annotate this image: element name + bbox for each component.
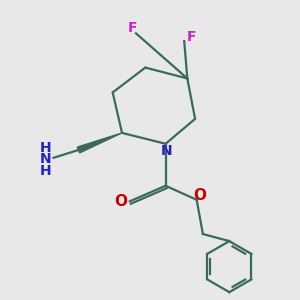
Text: F: F	[186, 30, 196, 44]
Text: N: N	[40, 152, 52, 166]
Text: F: F	[128, 21, 137, 35]
Text: O: O	[115, 194, 128, 209]
Text: N: N	[160, 144, 172, 158]
Polygon shape	[77, 133, 122, 153]
Text: O: O	[193, 188, 206, 202]
Text: H: H	[40, 164, 52, 178]
Text: H: H	[40, 141, 52, 155]
